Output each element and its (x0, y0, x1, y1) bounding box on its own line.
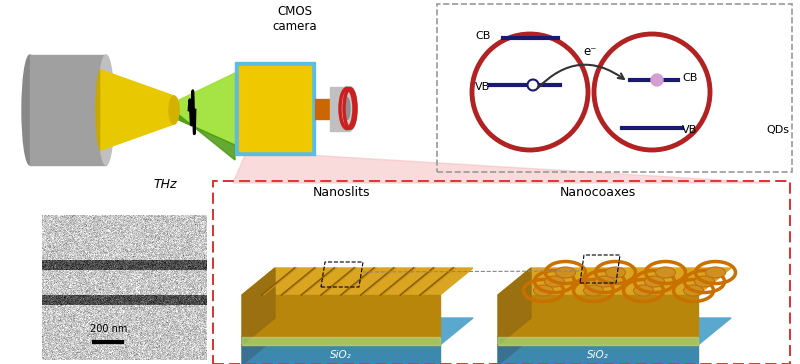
Polygon shape (498, 337, 698, 345)
Ellipse shape (22, 55, 38, 165)
Text: VB: VB (682, 125, 698, 135)
Ellipse shape (555, 267, 575, 278)
Bar (315, 99, 337, 119)
Text: CB: CB (682, 73, 698, 83)
Polygon shape (242, 268, 473, 295)
Ellipse shape (634, 285, 654, 296)
Ellipse shape (645, 276, 665, 287)
Text: THz: THz (154, 178, 177, 191)
Polygon shape (242, 295, 440, 345)
Polygon shape (498, 318, 531, 364)
Text: QDs: QDs (766, 125, 789, 135)
Ellipse shape (606, 267, 626, 278)
Polygon shape (242, 337, 440, 345)
Text: Nanoslits: Nanoslits (312, 186, 370, 199)
Ellipse shape (545, 276, 565, 287)
Ellipse shape (346, 95, 354, 122)
Ellipse shape (655, 267, 675, 278)
Ellipse shape (344, 98, 350, 119)
Text: e⁻: e⁻ (583, 45, 597, 58)
Polygon shape (498, 268, 531, 345)
Text: Nanocoaxes: Nanocoaxes (560, 186, 636, 199)
Ellipse shape (583, 285, 603, 296)
Text: VB: VB (475, 82, 490, 92)
Bar (213, 181, 790, 364)
Bar (30, 55, 106, 165)
Polygon shape (498, 318, 731, 345)
Polygon shape (242, 345, 440, 364)
Bar (235, 62, 315, 155)
Polygon shape (179, 115, 235, 160)
Polygon shape (101, 70, 174, 150)
Ellipse shape (169, 96, 179, 124)
Polygon shape (242, 318, 275, 364)
Polygon shape (498, 295, 698, 345)
Polygon shape (179, 73, 235, 145)
Text: SiO₂: SiO₂ (330, 350, 352, 360)
Bar (437, 4, 792, 172)
Bar (239, 66, 311, 151)
Ellipse shape (96, 70, 106, 150)
Ellipse shape (594, 276, 614, 287)
Text: SiO₂: SiO₂ (587, 350, 609, 360)
Bar (330, 87, 350, 131)
Bar (213, 181, 790, 364)
Ellipse shape (534, 285, 554, 296)
Ellipse shape (694, 276, 714, 287)
Ellipse shape (683, 285, 703, 296)
Ellipse shape (340, 87, 354, 131)
Polygon shape (233, 155, 770, 183)
Polygon shape (498, 345, 698, 364)
Ellipse shape (342, 92, 352, 125)
Circle shape (527, 79, 538, 91)
Polygon shape (242, 268, 275, 345)
Text: CMOS
camera: CMOS camera (273, 5, 318, 33)
Text: 200 nm: 200 nm (90, 324, 127, 334)
Text: CB: CB (475, 31, 490, 41)
Circle shape (651, 74, 663, 86)
Polygon shape (242, 318, 473, 345)
Ellipse shape (706, 267, 726, 278)
Polygon shape (498, 268, 731, 295)
Ellipse shape (343, 87, 357, 131)
Ellipse shape (98, 55, 114, 165)
